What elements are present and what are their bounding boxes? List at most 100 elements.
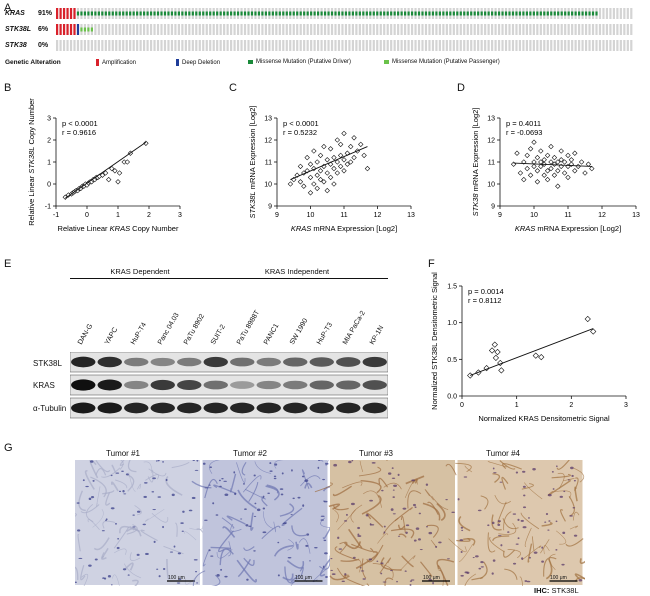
sample-cell	[560, 24, 563, 35]
tissue-fiber	[333, 505, 349, 511]
cell-nucleus	[253, 474, 256, 477]
tissue-fiber	[273, 521, 276, 533]
cell-nucleus	[396, 580, 398, 583]
driver-mutation-mark	[553, 11, 556, 16]
sample-cell	[184, 24, 187, 35]
data-point	[99, 172, 106, 178]
sample-cell	[557, 24, 560, 35]
sample-cell	[449, 40, 452, 51]
tissue-fiber	[494, 494, 511, 505]
sample-cell	[132, 24, 135, 35]
driver-mutation-mark	[522, 11, 525, 16]
cell-nucleus	[234, 492, 237, 496]
sample-cell	[337, 40, 341, 51]
sample-cell	[83, 40, 87, 51]
driver-mutation-mark	[442, 11, 445, 16]
tissue-fiber	[401, 555, 414, 568]
sample-cell	[390, 40, 393, 51]
tissue-fiber	[134, 505, 142, 516]
x-tick-label: 11	[340, 212, 347, 219]
data-point	[551, 154, 558, 161]
sample-cell	[226, 24, 229, 35]
driver-mutation-mark	[243, 11, 247, 16]
data-point	[324, 170, 330, 176]
sample-cell	[236, 40, 240, 51]
x-axis-label: Normalized KRAS Densitometric Signal	[478, 414, 610, 423]
cell-nucleus	[360, 570, 365, 572]
sample-cell	[313, 40, 316, 51]
cell-nucleus	[219, 485, 222, 487]
tissue-fiber	[479, 561, 488, 580]
cell-nucleus	[277, 541, 280, 544]
sample-cell	[591, 24, 595, 35]
passenger-mutation-mark	[87, 27, 90, 32]
tissue-fiber	[290, 574, 300, 583]
cell-nucleus	[262, 531, 267, 534]
data-point	[337, 141, 344, 148]
y-tick-label: 1.0	[447, 320, 457, 327]
tumor-label-3: Tumor #3	[359, 449, 393, 458]
sample-cell	[261, 24, 264, 35]
cell-nucleus	[415, 527, 420, 530]
blot-band	[203, 380, 228, 390]
driver-mutation-mark	[310, 11, 313, 16]
tissue-fiber	[147, 469, 154, 483]
blot-band	[203, 402, 228, 414]
driver-mutation-mark	[574, 11, 577, 16]
tissue-fiber	[209, 460, 221, 474]
tissue-fiber	[175, 522, 178, 537]
cell-nucleus	[151, 491, 155, 493]
x-tick-label: 13	[632, 212, 640, 219]
cell-nucleus	[499, 481, 503, 483]
tissue-fiber	[499, 460, 516, 470]
data-point	[358, 141, 364, 148]
cell-nucleus	[523, 494, 526, 497]
data-point	[304, 154, 310, 161]
sample-cell	[484, 24, 487, 35]
data-point	[521, 176, 527, 183]
data-point	[514, 150, 520, 156]
sample-cell	[473, 24, 476, 35]
sample-cell	[410, 40, 414, 51]
sample-cell	[247, 40, 250, 51]
sample-cell	[456, 24, 459, 35]
sample-cell	[518, 40, 522, 51]
driver-mutation-mark	[163, 11, 167, 16]
driver-mutation-mark	[80, 11, 83, 16]
data-point	[555, 168, 561, 174]
tissue-fiber	[521, 483, 534, 490]
tissue-fiber	[363, 490, 382, 508]
cell-nucleus	[262, 507, 266, 510]
sample-cell	[365, 24, 368, 35]
sample-cell	[223, 40, 226, 51]
sample-cell	[122, 40, 125, 51]
sample-cell	[195, 24, 198, 35]
sample-cell	[202, 24, 205, 35]
data-point	[321, 143, 327, 150]
blot-band	[150, 357, 175, 367]
cell-nucleus	[102, 577, 105, 579]
sample-cell	[612, 24, 615, 35]
sample-cell	[160, 40, 163, 51]
sample-cell	[470, 40, 473, 51]
sample-cell	[97, 40, 100, 51]
data-point	[492, 354, 500, 361]
cell-nucleus	[409, 583, 412, 586]
tissue-fiber	[237, 558, 252, 578]
tissue-fiber	[137, 483, 142, 490]
sample-cell	[511, 24, 515, 35]
tissue-fiber	[487, 532, 496, 553]
sample-cell	[612, 40, 615, 51]
cell-nucleus	[110, 584, 113, 586]
tissue-fiber	[343, 574, 361, 586]
sample-cell	[289, 24, 292, 35]
tissue-fiber	[521, 545, 542, 561]
cell-nucleus	[573, 534, 578, 537]
sample-cell	[553, 24, 556, 35]
blot-strip	[70, 397, 388, 419]
sample-cell	[327, 40, 330, 51]
cell-nucleus	[209, 466, 212, 469]
lane-label: SW 1990	[289, 317, 310, 346]
sample-cell	[216, 40, 219, 51]
